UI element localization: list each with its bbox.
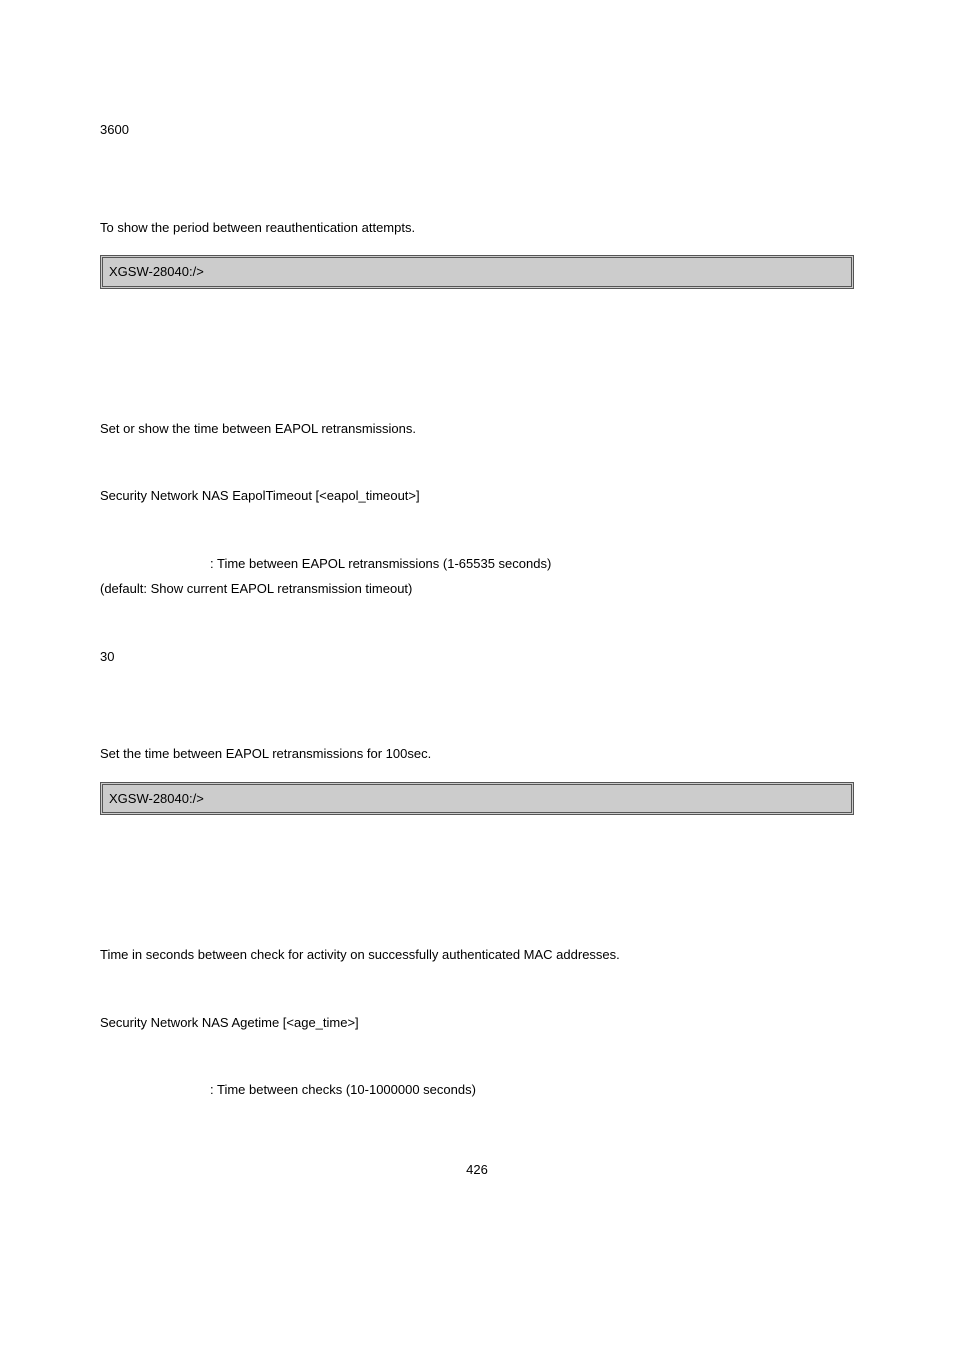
example-desc-2: Set the time between EAPOL retransmissio…	[100, 744, 854, 764]
param-desc-3: : Time between checks (10-1000000 second…	[100, 1080, 854, 1100]
default-value-1: 3600	[100, 120, 854, 140]
code-block-2: XGSW-28040:/>	[100, 782, 854, 816]
param-desc-2: : Time between EAPOL retransmissions (1-…	[100, 554, 854, 574]
default-value-2: 30	[100, 647, 854, 667]
param-default-2: (default: Show current EAPOL retransmiss…	[100, 579, 854, 599]
desc-3: Time in seconds between check for activi…	[100, 945, 854, 965]
example-desc-1: To show the period between reauthenticat…	[100, 218, 854, 238]
page-number: 426	[100, 1160, 854, 1180]
syntax-3: Security Network NAS Agetime [<age_time>…	[100, 1013, 854, 1033]
syntax-2: Security Network NAS EapolTimeout [<eapo…	[100, 486, 854, 506]
desc-2: Set or show the time between EAPOL retra…	[100, 419, 854, 439]
code-block-1: XGSW-28040:/>	[100, 255, 854, 289]
